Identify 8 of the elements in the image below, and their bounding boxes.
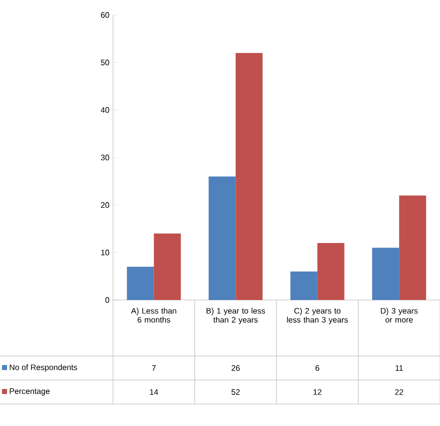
bar — [399, 196, 426, 300]
bar — [290, 272, 318, 300]
bar — [208, 176, 236, 300]
bar — [236, 53, 263, 300]
bar — [317, 243, 344, 300]
bar — [126, 266, 154, 300]
bar — [154, 234, 181, 300]
bar — [372, 248, 400, 300]
